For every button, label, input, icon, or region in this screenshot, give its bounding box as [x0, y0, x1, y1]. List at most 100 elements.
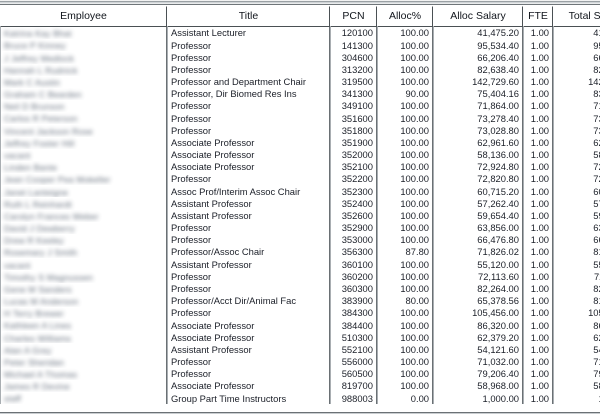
- redacted-employee-name: Carolyn Frances Weber: [4, 211, 99, 222]
- cell-title: Professor: [167, 306, 330, 320]
- table-row[interactable]: James R Devine Associate Professor 819700 1…: [0, 379, 600, 393]
- cell-employee: Neil D Brunson: [0, 100, 167, 113]
- salary-table-container: Employee Title PCN Alloc% Alloc Salary F…: [0, 6, 600, 414]
- table-row[interactable]: Peter Sheridan Professor 556000 100.00 71,03…: [0, 355, 600, 368]
- cell-title: Professor and Department Chair: [167, 75, 330, 88]
- redacted-employee-name: Hannah L Rudnick: [4, 65, 78, 76]
- cell-alloc-pct: 100.00: [377, 63, 433, 76]
- cell-employee: vacant: [0, 258, 167, 271]
- cell-alloc-salary: 41,475.20: [433, 27, 523, 40]
- cell-fte: 1.00: [523, 100, 553, 113]
- cell-alloc-pct: 100.00: [377, 136, 433, 149]
- cell-alloc-pct: 100.00: [377, 319, 433, 332]
- column-header-total-salary[interactable]: Total Salary: [553, 6, 600, 27]
- cell-fte: 1.00: [523, 87, 553, 101]
- table-row[interactable]: Alan A Grey Assistant Professor 552100 100.…: [0, 343, 600, 356]
- table-row[interactable]: Janet Lanteigne Assoc Prof/Interim Assoc …: [0, 185, 600, 198]
- column-header-title[interactable]: Title: [167, 6, 330, 27]
- redacted-employee-name: Graham C Bearden: [4, 89, 82, 100]
- cell-alloc-pct: 100.00: [377, 331, 433, 344]
- cell-alloc-pct: 100.00: [377, 270, 433, 283]
- cell-alloc-pct: 100.00: [377, 282, 433, 295]
- cell-employee: Rosemary J Smith: [0, 246, 167, 259]
- redacted-employee-name: Bruce P Kinney: [4, 40, 66, 51]
- table-row[interactable]: Carolyn Frances Weber Assistant Professor…: [0, 209, 600, 222]
- table-row[interactable]: Jeffrey Foster Hill Associate Professor 35…: [0, 136, 600, 149]
- cell-alloc-pct: 80.00: [377, 294, 433, 307]
- table-row[interactable]: Carlos R Peterson Professor 351600 100.00 73…: [0, 112, 600, 125]
- redacted-employee-name: vacant: [4, 259, 31, 270]
- redacted-employee-name: Drew R Keeley: [4, 235, 64, 246]
- cell-pcn: 352300: [330, 185, 377, 198]
- cell-alloc-pct: 100.00: [377, 39, 433, 52]
- cell-employee: Vincent Jackson Rose: [0, 124, 167, 137]
- table-row[interactable]: Hannah L Rudnick Professor 313200 100.00 82,…: [0, 63, 600, 76]
- column-header-pcn[interactable]: PCN: [330, 6, 377, 27]
- cell-employee: Carolyn Frances Weber: [0, 209, 167, 222]
- cell-pcn: 313200: [330, 63, 377, 76]
- cell-alloc-salary: 71,864.00: [433, 100, 523, 113]
- table-row[interactable]: vacant Associate Professor 352000 100.00 58,…: [0, 148, 600, 161]
- table-row[interactable]: Timothy S Magnussen Professor 360200 100.00…: [0, 270, 600, 283]
- table-row[interactable]: H Terry Brewer Professor 384300 100.00 105,4…: [0, 306, 600, 320]
- cell-title: Professor: [167, 39, 330, 52]
- redacted-employee-name: Mark C Austin: [4, 77, 61, 88]
- table-row[interactable]: Kathleen A Lines Associate Professor 38440…: [0, 319, 600, 332]
- cell-fte: 1.00: [523, 367, 553, 380]
- table-row[interactable]: Vincent Jackson Rose Professor 351800 100.0…: [0, 124, 600, 137]
- redacted-employee-name: Peter Sheridan: [4, 357, 65, 368]
- cell-fte: 1.00: [523, 27, 553, 40]
- cell-employee: H Terry Brewer: [0, 306, 167, 320]
- cell-employee: Graham C Bearden: [0, 87, 167, 101]
- cell-fte: 1.00: [523, 136, 553, 149]
- window-chrome-strip: [0, 0, 600, 6]
- table-row[interactable]: David J Dewberry Professor 352900 100.00 63,…: [0, 221, 600, 234]
- cell-fte: 1.00: [523, 233, 553, 247]
- cell-fte: 1.00: [523, 331, 553, 344]
- table-row[interactable]: Linden Bante Associate Professor 352100 100…: [0, 160, 600, 174]
- cell-title: Assistant Professor: [167, 258, 330, 271]
- table-row[interactable]: Graham C Bearden Professor, Dir Biomed Re…: [0, 87, 600, 101]
- cell-total-salary: 72,924.80: [553, 160, 600, 174]
- table-row[interactable]: vacant Assistant Professor 360100 100.00 55,…: [0, 258, 600, 271]
- cell-pcn: 141300: [330, 39, 377, 52]
- cell-alloc-salary: 71,032.00: [433, 355, 523, 368]
- cell-fte: 1.00: [523, 124, 553, 137]
- cell-pcn: 383900: [330, 294, 377, 307]
- cell-alloc-salary: 60,715.20: [433, 185, 523, 198]
- column-header-employee[interactable]: Employee: [0, 6, 167, 27]
- table-row[interactable]: Gene M Sanders Professor 360300 100.00 82,26…: [0, 282, 600, 295]
- table-row[interactable]: Jean Cooper Pea Mokeller Professor 352200 1…: [0, 173, 600, 186]
- column-header-fte[interactable]: FTE: [523, 6, 553, 27]
- table-row[interactable]: Mark C Austin Professor and Department Ch…: [0, 75, 600, 88]
- cell-fte: 1.00: [523, 246, 553, 259]
- table-row[interactable]: Rosemary J Smith Professor/Assoc Chair 356…: [0, 246, 600, 259]
- cell-fte: 1.00: [523, 51, 553, 64]
- column-header-alloc-salary[interactable]: Alloc Salary: [433, 6, 523, 27]
- table-row[interactable]: Ruth L Reinhardt Assistant Professor 35240…: [0, 197, 600, 210]
- redacted-employee-name: Alan A Grey: [4, 345, 52, 356]
- cell-alloc-pct: 0.00: [377, 392, 433, 405]
- cell-title: Associate Professor: [167, 148, 330, 161]
- table-row[interactable]: Drew R Keeley Professor 353000 100.00 66,476…: [0, 233, 600, 247]
- cell-employee: James R Devine: [0, 379, 167, 393]
- table-row[interactable]: Neil D Brunson Professor 349100 100.00 71,86…: [0, 100, 600, 113]
- cell-alloc-pct: 100.00: [377, 160, 433, 174]
- cell-total-salary: 105,456.00: [553, 306, 600, 320]
- table-row[interactable]: Katrina Kay Bhat Assistant Lecturer 120100…: [0, 27, 600, 40]
- cell-total-salary: 66,206.40: [553, 51, 600, 64]
- cell-employee: Carlos R Peterson: [0, 112, 167, 125]
- column-header-alloc-pct[interactable]: Alloc%: [377, 6, 433, 27]
- table-row[interactable]: Charles Williams Associate Professor 51030…: [0, 331, 600, 344]
- table-row[interactable]: J Jeffrey Medlock Professor 304600 100.00 66…: [0, 51, 600, 64]
- table-body: Katrina Kay Bhat Assistant Lecturer 120100…: [0, 27, 600, 405]
- table-row[interactable]: staff Group Part Time Instructors 988003 0.…: [0, 392, 600, 405]
- table-row[interactable]: Michael A Thomas Professor 560500 100.00 79,…: [0, 367, 600, 380]
- table-row[interactable]: Bruce P Kinney Professor 141300 100.00 95,53…: [0, 39, 600, 52]
- cell-employee: Gene M Sanders: [0, 282, 167, 295]
- cell-title: Professor/Acct Dir/Animal Fac: [167, 294, 330, 307]
- cell-alloc-salary: 66,206.40: [433, 51, 523, 64]
- table-row[interactable]: Lucas M Anderson Professor/Acct Dir/Anima…: [0, 294, 600, 307]
- cell-employee: Bruce P Kinney: [0, 39, 167, 52]
- cell-title: Professor: [167, 124, 330, 137]
